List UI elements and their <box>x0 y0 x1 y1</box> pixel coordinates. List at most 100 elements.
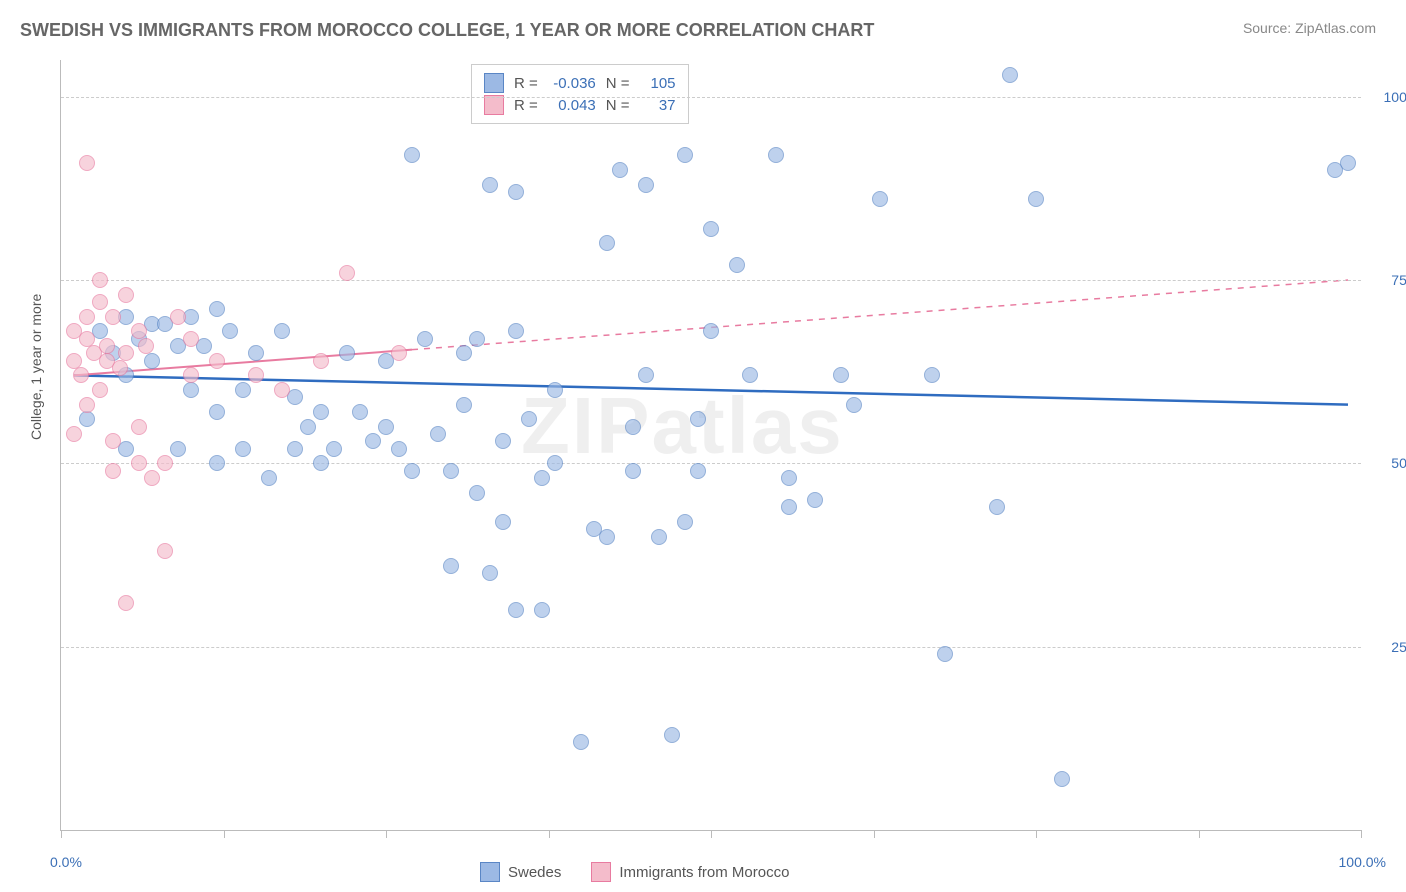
data-point-swedes <box>833 367 849 383</box>
data-point-swedes <box>677 514 693 530</box>
data-point-swedes <box>742 367 758 383</box>
data-point-swedes <box>781 470 797 486</box>
data-point-swedes <box>326 441 342 457</box>
data-point-morocco <box>118 287 134 303</box>
data-point-swedes <box>274 323 290 339</box>
data-point-morocco <box>183 331 199 347</box>
x-axis-max-label: 100.0% <box>1339 854 1386 870</box>
data-point-swedes <box>625 419 641 435</box>
data-point-swedes <box>768 147 784 163</box>
data-point-swedes <box>469 331 485 347</box>
data-point-swedes <box>443 463 459 479</box>
data-point-swedes <box>456 397 472 413</box>
data-point-morocco <box>105 309 121 325</box>
data-point-morocco <box>79 155 95 171</box>
data-point-morocco <box>157 543 173 559</box>
data-point-swedes <box>937 646 953 662</box>
data-point-swedes <box>924 367 940 383</box>
data-point-morocco <box>99 338 115 354</box>
y-tick-label: 25.0% <box>1371 639 1406 655</box>
data-point-swedes <box>651 529 667 545</box>
data-point-swedes <box>625 463 641 479</box>
y-axis-label: College, 1 year or more <box>28 294 44 440</box>
data-point-swedes <box>547 382 563 398</box>
x-axis-min-label: 0.0% <box>50 854 82 870</box>
data-point-swedes <box>534 470 550 486</box>
watermark-text: ZIPatlas <box>521 380 844 472</box>
data-point-swedes <box>79 411 95 427</box>
x-tick <box>61 830 62 838</box>
data-point-swedes <box>573 734 589 750</box>
trendlines-layer <box>61 60 1361 830</box>
data-point-morocco <box>183 367 199 383</box>
y-tick-label: 50.0% <box>1371 455 1406 471</box>
data-point-morocco <box>79 397 95 413</box>
data-point-swedes <box>417 331 433 347</box>
data-point-morocco <box>248 367 264 383</box>
stats-r-value: -0.036 <box>548 75 596 92</box>
stats-r-value: 0.043 <box>548 97 596 114</box>
data-point-swedes <box>313 455 329 471</box>
swatch-swedes-icon <box>480 862 500 882</box>
data-point-morocco <box>79 331 95 347</box>
data-point-morocco <box>66 353 82 369</box>
data-point-morocco <box>131 419 147 435</box>
stats-row-swedes: R = -0.036 N = 105 <box>484 73 676 93</box>
gridline <box>61 463 1361 464</box>
data-point-swedes <box>703 323 719 339</box>
data-point-swedes <box>378 419 394 435</box>
stats-n-value: 37 <box>640 97 676 114</box>
data-point-swedes <box>547 455 563 471</box>
data-point-swedes <box>703 221 719 237</box>
data-point-morocco <box>118 595 134 611</box>
x-tick <box>874 830 875 838</box>
data-point-swedes <box>508 184 524 200</box>
data-point-swedes <box>209 404 225 420</box>
data-point-morocco <box>274 382 290 398</box>
data-point-morocco <box>131 323 147 339</box>
data-point-swedes <box>1002 67 1018 83</box>
x-tick <box>224 830 225 838</box>
data-point-swedes <box>599 235 615 251</box>
data-point-swedes <box>508 323 524 339</box>
data-point-swedes <box>300 419 316 435</box>
data-point-swedes <box>222 323 238 339</box>
data-point-swedes <box>872 191 888 207</box>
stats-legend-box: R = -0.036 N = 105 R = 0.043 N = 37 <box>471 64 689 124</box>
data-point-swedes <box>482 177 498 193</box>
data-point-swedes <box>261 470 277 486</box>
data-point-swedes <box>482 565 498 581</box>
x-tick <box>711 830 712 838</box>
data-point-swedes <box>1028 191 1044 207</box>
data-point-swedes <box>690 411 706 427</box>
gridline <box>61 280 1361 281</box>
data-point-morocco <box>105 433 121 449</box>
y-tick-label: 75.0% <box>1371 272 1406 288</box>
data-point-swedes <box>391 441 407 457</box>
data-point-swedes <box>248 345 264 361</box>
x-tick <box>1036 830 1037 838</box>
data-point-morocco <box>144 470 160 486</box>
data-point-swedes <box>209 455 225 471</box>
data-point-morocco <box>92 382 108 398</box>
data-point-morocco <box>313 353 329 369</box>
data-point-swedes <box>209 301 225 317</box>
data-point-swedes <box>495 514 511 530</box>
data-point-swedes <box>235 441 251 457</box>
data-point-swedes <box>144 353 160 369</box>
stats-n-label: N = <box>606 97 630 114</box>
data-point-swedes <box>846 397 862 413</box>
data-point-swedes <box>235 382 251 398</box>
data-point-swedes <box>495 433 511 449</box>
data-point-morocco <box>66 426 82 442</box>
data-point-swedes <box>1340 155 1356 171</box>
data-point-swedes <box>339 345 355 361</box>
y-tick-label: 100.0% <box>1371 89 1406 105</box>
data-point-morocco <box>112 360 128 376</box>
data-point-swedes <box>508 602 524 618</box>
stats-n-value: 105 <box>640 75 676 92</box>
x-tick <box>386 830 387 838</box>
x-tick <box>1361 830 1362 838</box>
data-point-swedes <box>443 558 459 574</box>
chart-title: SWEDISH VS IMMIGRANTS FROM MOROCCO COLLE… <box>20 20 874 41</box>
